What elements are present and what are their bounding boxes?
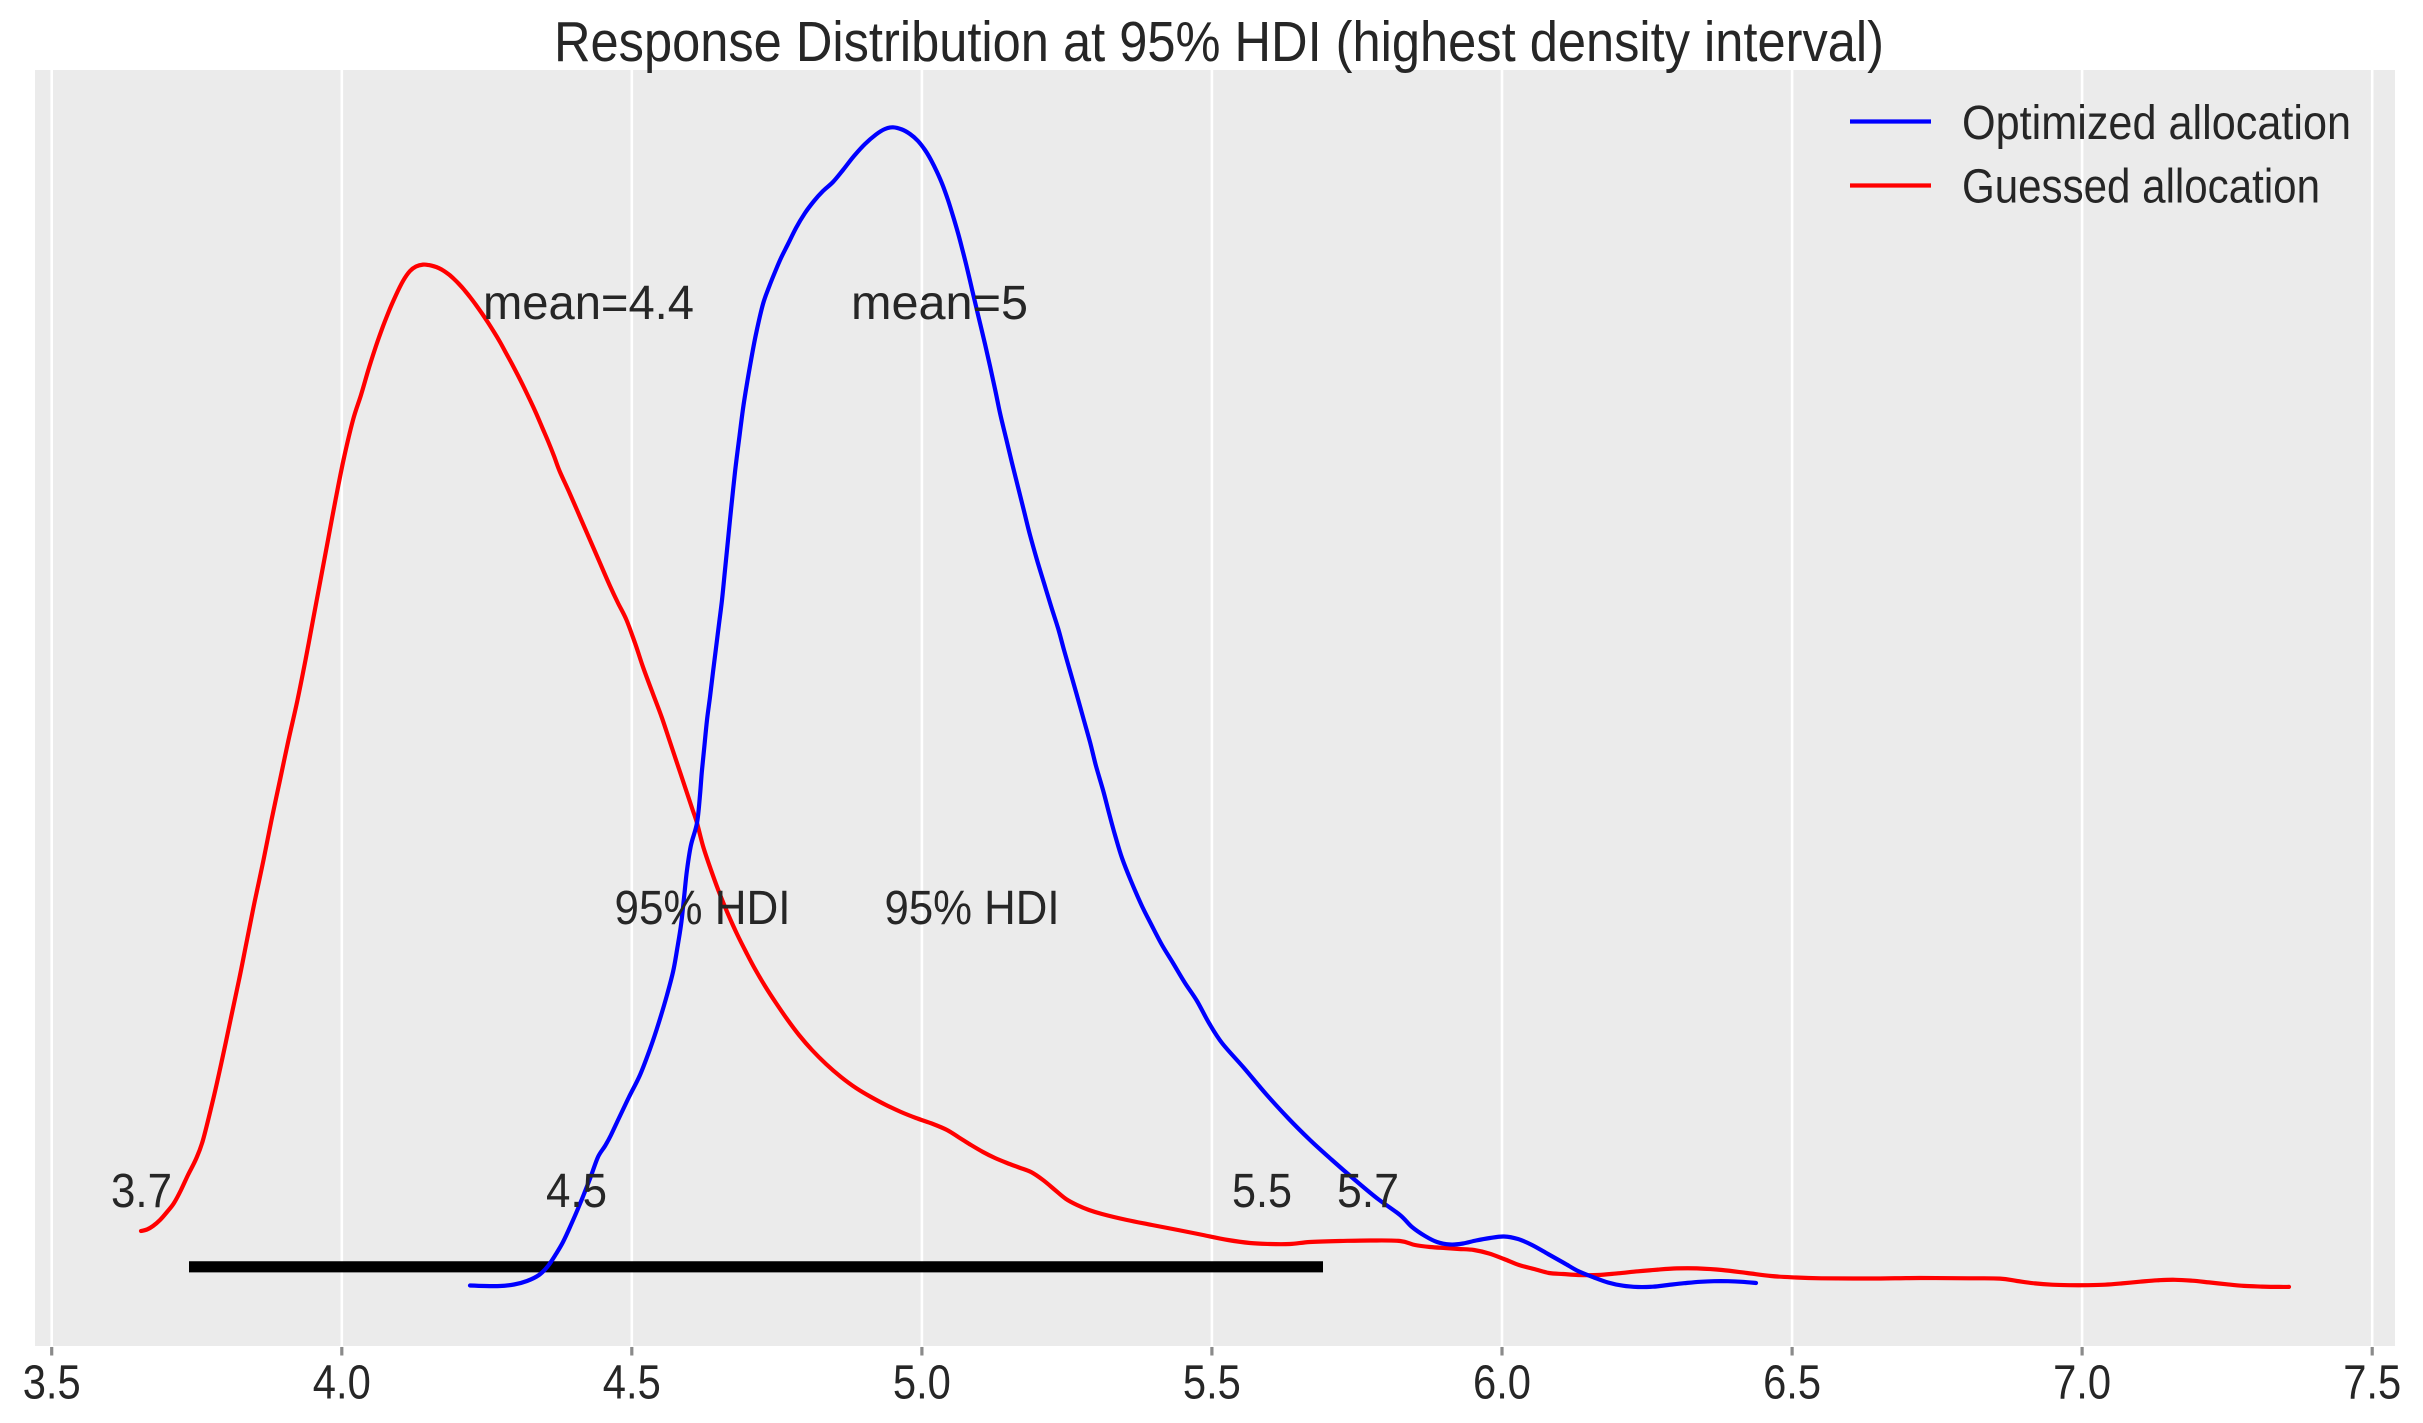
svg-text:Optimized allocation: Optimized allocation bbox=[1962, 97, 2351, 150]
svg-text:95% HDI: 95% HDI bbox=[615, 882, 791, 935]
svg-text:7.5: 7.5 bbox=[2343, 1357, 2401, 1410]
svg-text:3.7: 3.7 bbox=[111, 1165, 172, 1218]
svg-text:4.5: 4.5 bbox=[546, 1165, 607, 1218]
svg-text:4.0: 4.0 bbox=[313, 1357, 371, 1410]
svg-text:7.0: 7.0 bbox=[2053, 1357, 2111, 1410]
svg-text:mean=4.4: mean=4.4 bbox=[483, 277, 694, 330]
svg-text:5.5: 5.5 bbox=[1232, 1165, 1292, 1218]
svg-text:95% HDI: 95% HDI bbox=[885, 882, 1060, 935]
svg-text:5.0: 5.0 bbox=[893, 1357, 951, 1410]
svg-text:6.0: 6.0 bbox=[1473, 1357, 1531, 1410]
svg-text:6.5: 6.5 bbox=[1763, 1357, 1821, 1410]
svg-text:3.5: 3.5 bbox=[23, 1357, 81, 1410]
svg-text:5.5: 5.5 bbox=[1183, 1357, 1241, 1410]
svg-text:Guessed allocation: Guessed allocation bbox=[1962, 161, 2320, 214]
svg-text:5.7: 5.7 bbox=[1337, 1165, 1399, 1218]
svg-text:4.5: 4.5 bbox=[603, 1357, 661, 1410]
svg-text:Response Distribution at 95% H: Response Distribution at 95% HDI (highes… bbox=[554, 10, 1884, 74]
svg-text:mean=5: mean=5 bbox=[851, 277, 1028, 330]
